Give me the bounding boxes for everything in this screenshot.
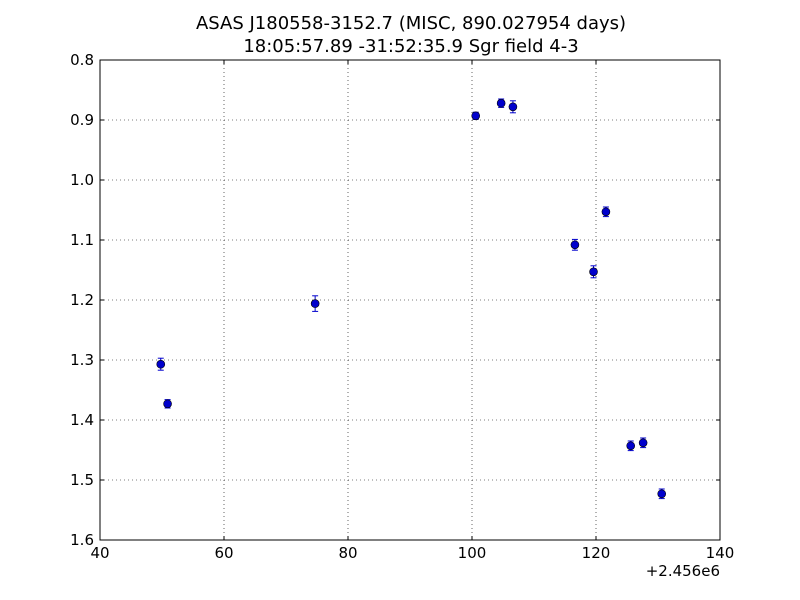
data-point <box>638 438 648 448</box>
data-point <box>570 240 580 250</box>
data-point <box>626 441 636 451</box>
y-tick-label: 0.9 <box>70 111 94 129</box>
y-tick-label: 1.5 <box>70 471 94 489</box>
x-tick-label: 40 <box>90 544 109 562</box>
data-point <box>163 399 172 409</box>
data-point <box>496 98 506 108</box>
y-tick-label: 1.4 <box>70 411 94 429</box>
y-tick-label: 1.2 <box>70 291 94 309</box>
x-tick-label: 120 <box>582 544 611 562</box>
data-point <box>589 267 598 277</box>
x-tick-label: 60 <box>214 544 233 562</box>
data-point <box>508 102 518 112</box>
y-tick-label: 1.1 <box>70 231 94 249</box>
data-point <box>156 359 166 369</box>
data-point <box>601 207 611 217</box>
y-tick-label: 1.6 <box>70 531 94 549</box>
axis-ticks <box>99 59 721 541</box>
chart-title: ASAS J180558-3152.7 (MISC, 890.027954 da… <box>196 13 626 34</box>
x-tick-label: 140 <box>706 544 735 562</box>
grid <box>100 60 720 540</box>
y-tick-label: 1.3 <box>70 351 94 369</box>
data-point <box>471 111 481 121</box>
x-tick-label: 100 <box>458 544 487 562</box>
data-point <box>310 299 320 308</box>
data-point <box>657 489 667 499</box>
chart-subtitle: 18:05:57.89 -31:52:35.9 Sgr field 4-3 <box>243 36 578 57</box>
x-tick-label: 80 <box>338 544 357 562</box>
y-tick-label: 1.0 <box>70 171 94 189</box>
x-axis-offset-label: +2.456e6 <box>646 562 720 580</box>
data-points <box>156 98 667 499</box>
x-tick-labels: 40 60 80 100 120 140 <box>90 544 734 562</box>
y-tick-label: 0.8 <box>70 51 94 69</box>
y-tick-labels: 0.8 0.9 1.0 1.1 1.2 1.3 1.4 1.5 1.6 <box>70 51 94 549</box>
